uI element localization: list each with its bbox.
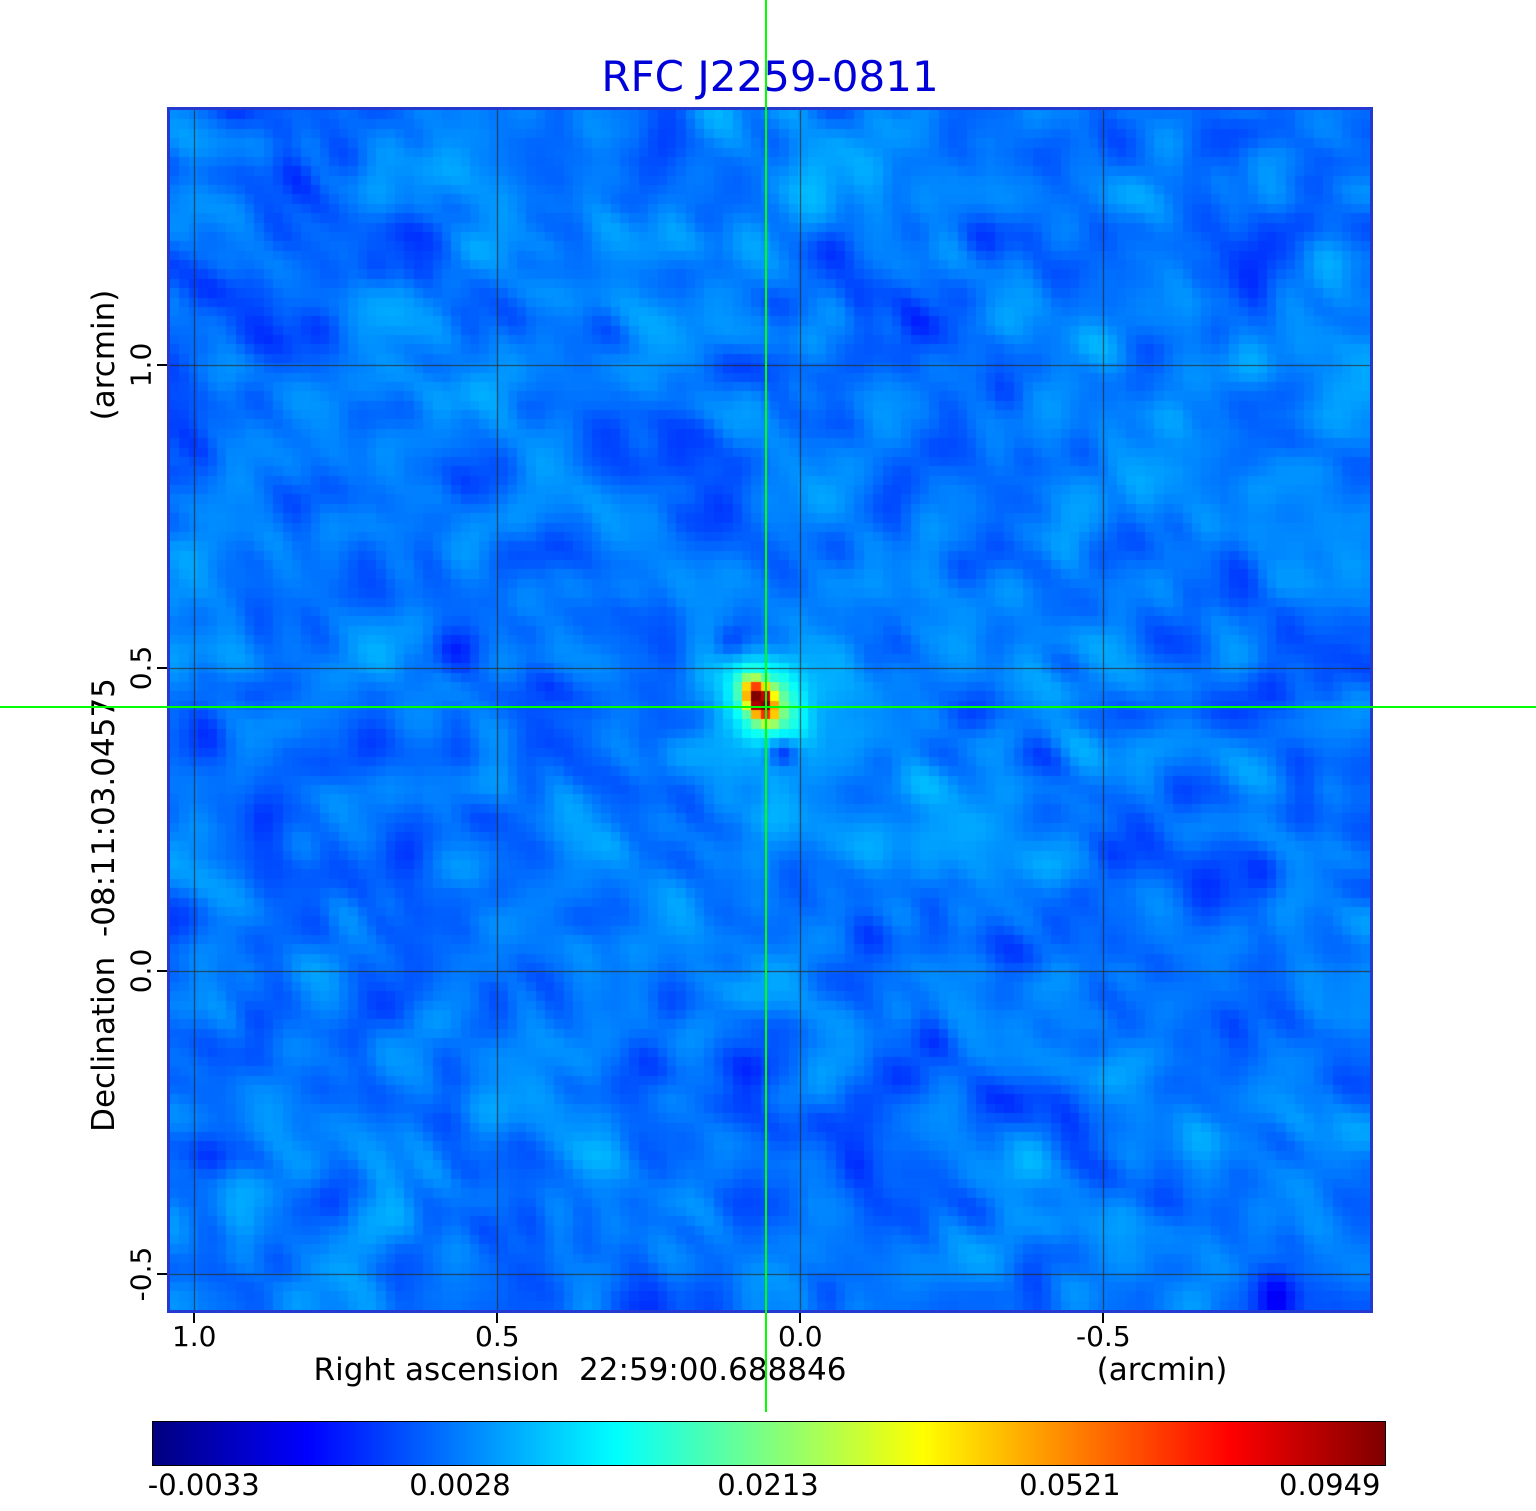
x-axis-label: Right ascension 22:59:00.688846 bbox=[313, 1352, 847, 1388]
y-tick-label: 0.0 bbox=[124, 948, 158, 993]
y-tick-mark bbox=[157, 1272, 167, 1275]
x-tick-mark bbox=[1102, 1313, 1105, 1323]
y-tick-label: 0.5 bbox=[124, 645, 158, 690]
y-tick-mark bbox=[157, 969, 167, 972]
y-tick-mark bbox=[157, 363, 167, 366]
colorbar-tick-label: 0.0213 bbox=[717, 1468, 819, 1502]
colorbar-tick-label: -0.0033 bbox=[147, 1468, 260, 1502]
x-axis-unit-label: (arcmin) bbox=[1096, 1352, 1228, 1388]
crosshair-vertical-line bbox=[764, 0, 767, 1412]
y-axis-unit-label: (arcmin) bbox=[86, 289, 122, 421]
y-tick-label: -0.5 bbox=[124, 1246, 158, 1301]
y-axis-label: Declination -08:11:03.04575 bbox=[86, 678, 122, 1132]
colorbar-tick-label: 0.0028 bbox=[409, 1468, 511, 1502]
x-tick-label: 0.5 bbox=[475, 1320, 520, 1353]
x-tick-label: 1.0 bbox=[171, 1320, 217, 1353]
x-tick-mark bbox=[496, 1313, 499, 1323]
y-tick-mark bbox=[157, 666, 167, 669]
colorbar-gradient bbox=[152, 1421, 1386, 1466]
crosshair-horizontal-line bbox=[0, 705, 1536, 708]
x-tick-mark bbox=[799, 1313, 802, 1323]
plot-title: RFC J2259-0811 bbox=[601, 52, 939, 101]
x-tick-label: -0.5 bbox=[1076, 1320, 1131, 1353]
colorbar-tick-label: 0.0521 bbox=[1019, 1468, 1121, 1502]
colorbar-tick-label: 0.0949 bbox=[1279, 1468, 1381, 1502]
x-tick-label: 0.0 bbox=[778, 1320, 823, 1353]
x-tick-mark bbox=[193, 1313, 196, 1323]
y-tick-label: 1.0 bbox=[124, 342, 158, 387]
radio-map-canvas bbox=[170, 110, 1370, 1310]
